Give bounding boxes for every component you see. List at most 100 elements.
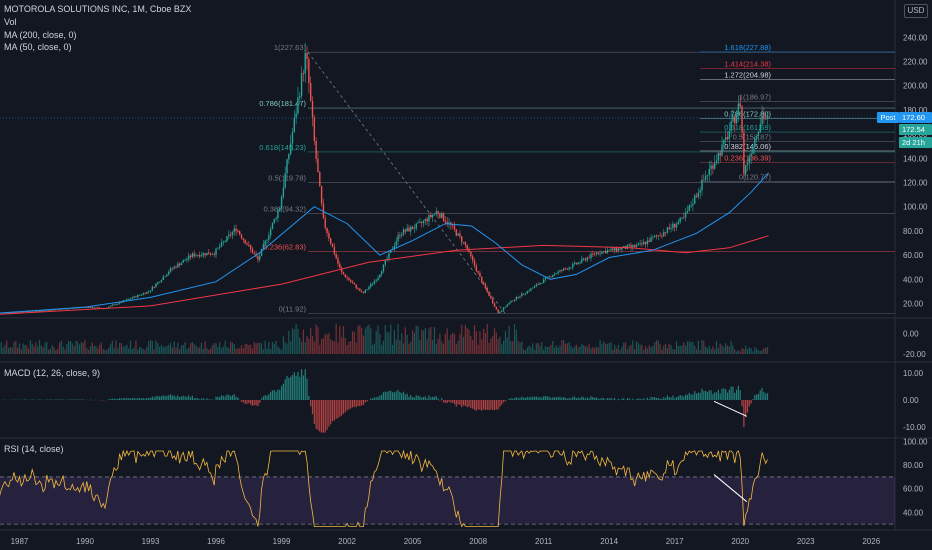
candle-body — [324, 218, 326, 228]
macd-bar — [137, 397, 139, 400]
macd-bar — [606, 398, 608, 400]
macd-bar — [177, 395, 179, 400]
last-price-badge — [899, 124, 932, 135]
volume-bar — [251, 348, 254, 354]
volume-bar — [566, 343, 568, 354]
volume-bar — [614, 344, 616, 354]
volume-bar — [648, 345, 650, 354]
macd-bar — [721, 388, 723, 400]
price-tick-label: 180.00 — [903, 106, 928, 115]
volume-bar — [435, 343, 437, 354]
volume-bar — [561, 340, 563, 354]
macd-bar — [350, 400, 352, 409]
volume-bar — [250, 344, 252, 354]
volume-bar — [177, 342, 179, 354]
volume-bar — [721, 345, 723, 354]
candle-body — [690, 205, 692, 207]
macd-bar — [641, 399, 643, 400]
volume-bar — [20, 349, 22, 354]
macd-bar — [226, 394, 228, 400]
legend-ma200[interactable]: MA (200, close, 0) — [4, 30, 77, 40]
volume-bar — [468, 329, 470, 354]
volume-bar — [162, 346, 164, 354]
price-tick-label: 120.00 — [903, 178, 928, 187]
macd-bar — [222, 395, 224, 400]
macd-bar — [499, 400, 501, 407]
candle-body — [595, 252, 598, 255]
candle-body — [601, 251, 603, 254]
candle-body — [42, 310, 44, 312]
macd-bar — [504, 400, 507, 402]
candle-body — [246, 243, 248, 246]
candle-body — [297, 97, 299, 114]
macd-bar — [382, 392, 385, 400]
candle-body — [548, 276, 550, 278]
legend-vol[interactable]: Vol — [4, 17, 17, 27]
volume-bar — [592, 347, 594, 354]
candle-body — [721, 144, 723, 156]
macd-bar — [424, 396, 426, 400]
volume-bar — [55, 349, 57, 354]
volume-bar — [533, 349, 536, 354]
macd-bar — [748, 400, 750, 407]
candle-body — [750, 153, 752, 157]
volume-bar — [313, 341, 315, 354]
volume-bar — [277, 346, 279, 354]
candle-body — [533, 286, 536, 288]
volume-bar — [439, 333, 441, 354]
candle-body — [137, 295, 139, 298]
macd-bar — [590, 396, 592, 400]
macd-bar — [632, 398, 634, 400]
macd-bar — [408, 396, 410, 400]
volume-bar — [637, 342, 639, 354]
macd-bar — [362, 400, 365, 405]
candle-body — [575, 262, 578, 265]
candle-body — [300, 73, 303, 97]
volume-bar — [579, 346, 581, 354]
candle-body — [743, 132, 745, 174]
candle-body — [526, 291, 528, 294]
volume-bar — [646, 348, 648, 354]
rsi-tick-label: 40.00 — [903, 508, 924, 517]
candle-body — [189, 255, 192, 258]
candle-body — [206, 252, 208, 256]
macd-bar — [492, 400, 494, 411]
volume-bar — [100, 342, 102, 354]
volume-bar — [153, 349, 155, 354]
candle-body — [581, 258, 583, 263]
macd-bar — [752, 399, 754, 400]
legend-macd[interactable]: MACD (12, 26, close, 9) — [4, 368, 101, 378]
macd-bar — [670, 397, 672, 400]
legend-ma50[interactable]: MA (50, close, 0) — [4, 42, 72, 52]
candle-body — [413, 228, 416, 230]
volume-bar — [321, 338, 323, 354]
volume-bar — [424, 328, 426, 354]
volume-bar — [184, 342, 186, 354]
candle-body — [430, 214, 432, 217]
currency-button[interactable]: USD — [904, 4, 928, 18]
volume-bar — [68, 340, 70, 354]
macd-bar — [462, 400, 465, 406]
volume-bar — [319, 344, 321, 354]
volume-bar — [97, 348, 99, 354]
candle-body — [146, 291, 148, 294]
candle-body — [755, 136, 758, 139]
volume-bar — [197, 347, 199, 354]
candle-body — [710, 165, 712, 169]
candle-body — [683, 217, 685, 219]
macd-bar — [164, 396, 166, 400]
candle-body — [379, 274, 381, 278]
macd-bar — [603, 398, 605, 400]
volume-bar — [118, 342, 121, 354]
volume-bar — [98, 344, 101, 354]
volume-bar — [115, 340, 117, 354]
legend-rsi[interactable]: RSI (14, close) — [4, 444, 64, 454]
candle-body — [726, 137, 729, 140]
macd-bar — [652, 397, 654, 400]
candle-body — [703, 179, 705, 181]
volume-bar — [264, 340, 266, 354]
time-tick-label: 2026 — [862, 537, 880, 546]
volume-bar — [24, 345, 26, 354]
candle-body — [681, 217, 683, 219]
